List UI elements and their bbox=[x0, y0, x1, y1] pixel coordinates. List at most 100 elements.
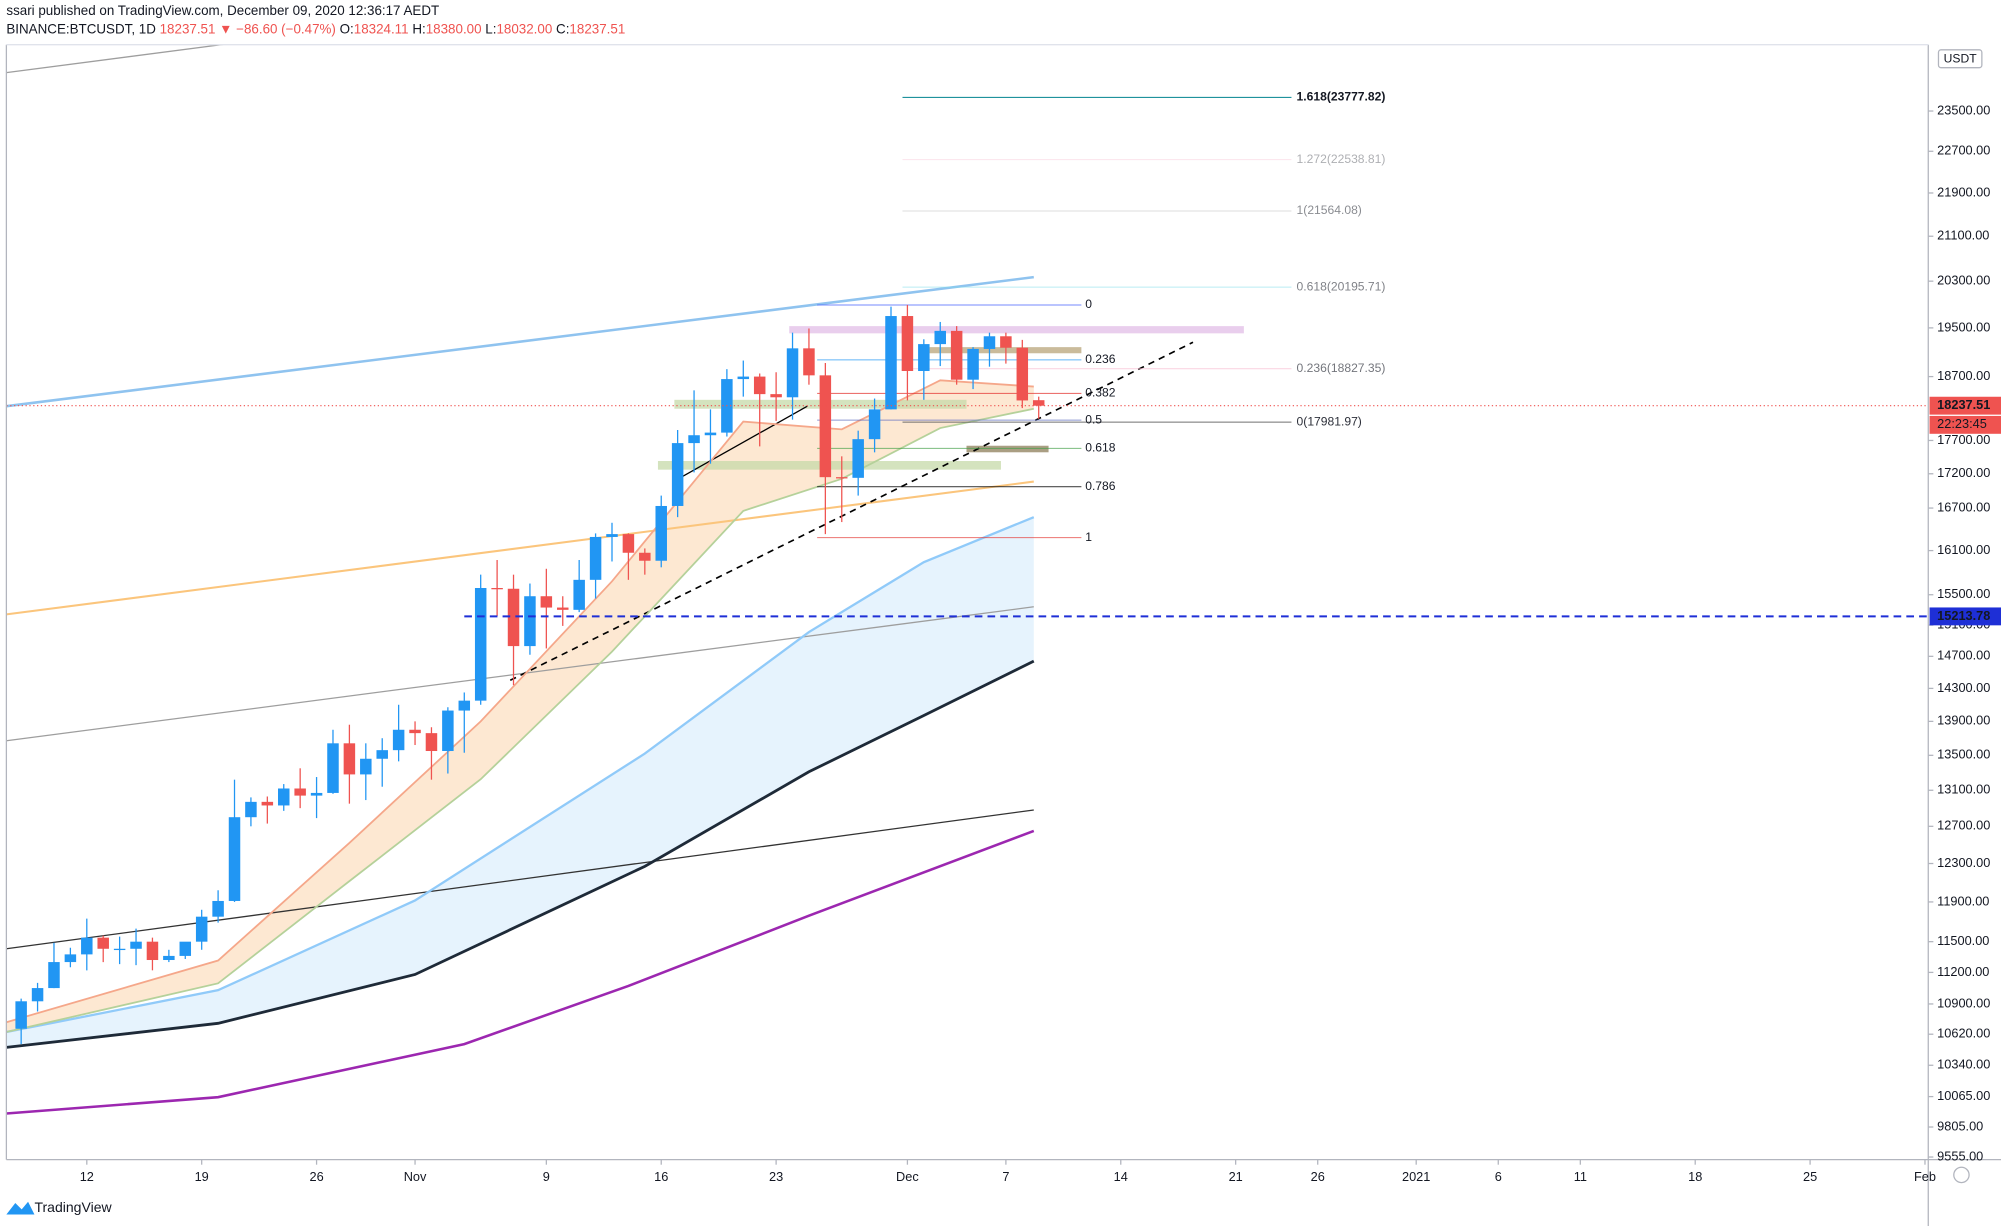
change: ▼ −86.60 (−0.47%) bbox=[219, 21, 336, 36]
x-tick-label: 7 bbox=[1002, 1169, 1009, 1184]
y-tick-label: 16700.00 bbox=[1937, 499, 1990, 514]
candle-body bbox=[1000, 336, 1012, 348]
zone bbox=[789, 326, 1244, 334]
candle-body bbox=[606, 534, 618, 537]
y-tick-label: 20300.00 bbox=[1937, 273, 1990, 288]
candle-body bbox=[15, 1001, 27, 1029]
candle-body bbox=[622, 534, 635, 553]
candle-body bbox=[770, 394, 782, 398]
candle-body bbox=[836, 477, 848, 479]
x-tick-label: 16 bbox=[654, 1169, 668, 1184]
y-tick-label: 13100.00 bbox=[1937, 782, 1990, 797]
x-tick-label: 25 bbox=[1803, 1169, 1817, 1184]
ohlc-value: 18237.51 bbox=[569, 21, 625, 36]
countdown: 22:23:45 bbox=[1937, 416, 1987, 431]
candle-body bbox=[901, 316, 914, 372]
trend-line bbox=[6, 606, 1034, 742]
candle-body bbox=[983, 336, 996, 349]
fib-label: 1 bbox=[1085, 530, 1092, 544]
candle-body bbox=[310, 792, 323, 796]
candle-body bbox=[261, 801, 274, 806]
x-tick-label: 6 bbox=[1495, 1169, 1502, 1184]
candle-body bbox=[688, 435, 700, 444]
candle-body bbox=[524, 596, 536, 647]
y-tick-label: 11500.00 bbox=[1937, 933, 1989, 948]
candle-body bbox=[967, 348, 979, 380]
candle-body bbox=[803, 348, 815, 376]
tradingview-logo: TradingView bbox=[6, 1199, 113, 1215]
y-tick-label: 13900.00 bbox=[1937, 713, 1990, 728]
candle-body bbox=[458, 700, 471, 711]
currency-box[interactable] bbox=[1937, 49, 1983, 69]
y-tick-label: 11900.00 bbox=[1937, 893, 1989, 908]
candle-body bbox=[179, 941, 192, 956]
candle-body bbox=[163, 955, 175, 961]
x-tick-label: 12 bbox=[80, 1169, 94, 1184]
y-tick-label: 10340.00 bbox=[1937, 1057, 1990, 1072]
fib-ext-label: 0.236(18827.35) bbox=[1297, 361, 1386, 375]
trend-line bbox=[6, 275, 1034, 408]
last-price: 18237.51 bbox=[160, 21, 216, 36]
ribbon-fill bbox=[6, 380, 1034, 1033]
y-tick-label: 18700.00 bbox=[1937, 368, 1990, 383]
y-tick-label: 14700.00 bbox=[1937, 648, 1990, 663]
plot bbox=[6, 44, 1929, 1115]
candle-body bbox=[507, 588, 520, 647]
candle-body bbox=[392, 729, 405, 751]
fib-ext-label: 1.618(23777.82) bbox=[1297, 90, 1386, 104]
y-tick-label: 12300.00 bbox=[1937, 855, 1990, 870]
auto-scale-button[interactable] bbox=[1953, 1166, 1970, 1184]
trend-line bbox=[682, 405, 808, 478]
fib-label: 0 bbox=[1085, 297, 1092, 311]
candle-body bbox=[474, 588, 487, 701]
y-tick-label: 19500.00 bbox=[1937, 319, 1990, 334]
candle-body bbox=[704, 432, 717, 436]
candle-body bbox=[48, 962, 60, 989]
last-price-box bbox=[1929, 396, 2001, 415]
candle-body bbox=[934, 330, 946, 345]
candle-body bbox=[31, 988, 44, 1002]
hline-label: 15213.78 bbox=[1937, 608, 1990, 623]
candle-body bbox=[540, 596, 553, 608]
trend-line bbox=[6, 809, 1034, 950]
fib-ext-label: 0(17981.97) bbox=[1297, 414, 1362, 428]
y-tick-label: 13500.00 bbox=[1937, 747, 1990, 762]
y-tick-label: 17200.00 bbox=[1937, 465, 1990, 480]
ohlc-key: C: bbox=[556, 21, 569, 36]
x-tick-label: Feb bbox=[1914, 1169, 1936, 1184]
candle-body bbox=[81, 937, 93, 955]
candle-body bbox=[950, 330, 963, 380]
y-tick-label: 17700.00 bbox=[1937, 432, 1990, 447]
fib-ext-label: 1.272(22538.81) bbox=[1297, 152, 1386, 166]
x-tick-label: 11 bbox=[1574, 1169, 1587, 1184]
candle-body bbox=[425, 733, 438, 752]
y-tick-label: 9805.00 bbox=[1937, 1118, 1983, 1133]
symbol-line: BINANCE:BTCUSDT, 1D 18237.51 ▼ −86.60 (−… bbox=[6, 21, 625, 36]
candle-body bbox=[113, 948, 126, 951]
last-price-label: 18237.51 bbox=[1937, 397, 1990, 412]
candle-body bbox=[212, 900, 224, 917]
cloud-fill bbox=[6, 517, 1034, 1048]
y-tick-label: 16100.00 bbox=[1937, 542, 1990, 557]
candle-body bbox=[327, 743, 339, 793]
fib-label: 0.236 bbox=[1085, 352, 1116, 366]
moving-average bbox=[6, 659, 1035, 1049]
currency: USDT bbox=[1944, 52, 1978, 66]
y-tick-label: 23500.00 bbox=[1937, 102, 1990, 117]
zone bbox=[928, 347, 1082, 354]
ohlc-value: 18324.11 bbox=[354, 21, 409, 36]
y-tick-label: 15500.00 bbox=[1937, 586, 1990, 601]
candle-body bbox=[557, 607, 569, 610]
fib-label: 0.786 bbox=[1085, 479, 1116, 493]
candle-body bbox=[868, 409, 881, 440]
y-tick-label: 10620.00 bbox=[1937, 1026, 1990, 1041]
candle-body bbox=[442, 710, 454, 752]
fib-label: 0.5 bbox=[1085, 412, 1102, 426]
x-tick-label: Nov bbox=[404, 1169, 427, 1184]
brand: TradingView bbox=[34, 1199, 112, 1215]
ohlc-key: O: bbox=[340, 21, 354, 36]
ohlc-value: 18380.00 bbox=[426, 21, 482, 36]
y-tick-label: 21900.00 bbox=[1937, 184, 1990, 199]
candle-body bbox=[64, 954, 77, 963]
